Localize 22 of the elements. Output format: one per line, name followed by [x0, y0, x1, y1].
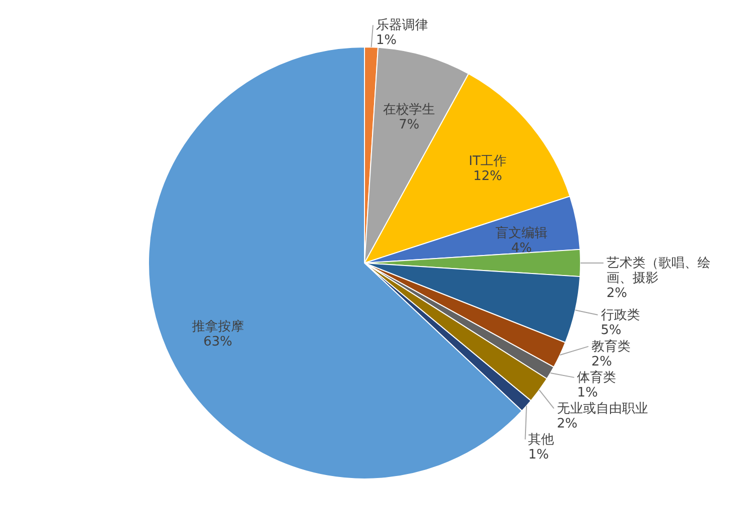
- data-label: 5%: [600, 322, 622, 338]
- slice-label: 推拿按摩: [192, 319, 244, 334]
- slice-label: 其他: [528, 432, 554, 448]
- slice-label: IT工作: [468, 154, 507, 170]
- slice-label: 艺术类（歌唱、绘画、摄影: [606, 256, 710, 286]
- data-label: 2%: [556, 416, 578, 432]
- data-label: 4%: [511, 241, 532, 256]
- data-label: 12%: [473, 169, 502, 184]
- data-label: 7%: [398, 118, 420, 133]
- data-label: 2%: [591, 354, 612, 370]
- slice-label: 体育类: [577, 369, 616, 386]
- data-label: 1%: [528, 447, 549, 462]
- slice-label: 乐器调律: [376, 18, 428, 34]
- slice-label: 在校学生: [383, 102, 436, 118]
- slice-label: 教育类: [591, 338, 630, 354]
- slice-label: 行政类: [600, 308, 640, 323]
- data-label: 1%: [376, 33, 397, 48]
- data-label: 2%: [606, 286, 628, 301]
- slice-label: 盲文编辑: [496, 225, 548, 242]
- slice-label: 无业或自由职业: [556, 401, 648, 416]
- data-label: 63%: [203, 334, 232, 350]
- data-label: 1%: [577, 385, 598, 400]
